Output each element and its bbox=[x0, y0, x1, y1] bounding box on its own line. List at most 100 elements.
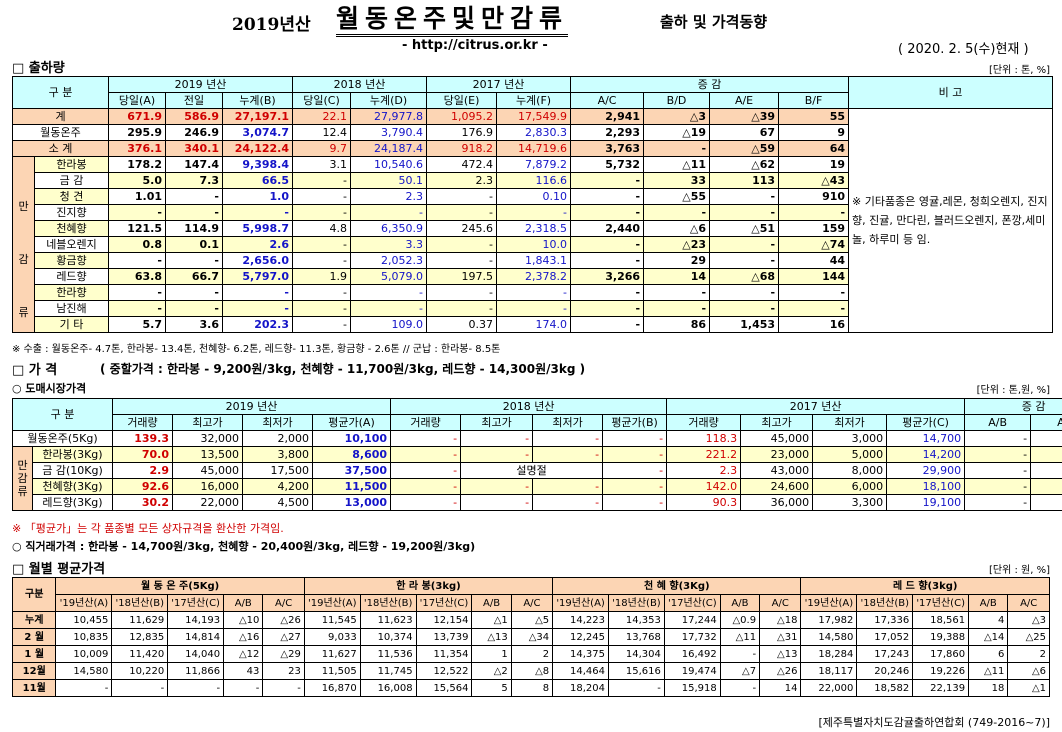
table-row: 황금향 - -2,656.0-2,052.3-1,843.1-29-44 bbox=[13, 252, 1053, 269]
header-cell: 평균가(B) bbox=[602, 414, 668, 431]
row-label: 한라봉 bbox=[34, 156, 109, 173]
value-cell: 15,564 bbox=[415, 679, 473, 697]
value-cell: 10,100 bbox=[311, 430, 392, 447]
value-cell: 16,000 bbox=[172, 478, 243, 495]
value-cell: 18,582 bbox=[856, 679, 914, 697]
value-cell: 2,293 bbox=[570, 124, 645, 141]
value-cell: 23,000 bbox=[740, 446, 814, 463]
row-label: 황금향 bbox=[34, 252, 109, 269]
value-cell: 29 bbox=[643, 252, 711, 269]
value-cell: 2,318.5 bbox=[496, 220, 572, 237]
value-cell: - bbox=[165, 252, 223, 269]
value-cell: 9.7 bbox=[292, 140, 351, 157]
table-row: 소 계 376.1 340.1 24,122.4 9.7 24,187.4 918.2 14,… bbox=[12, 140, 1053, 157]
value-cell: 7.3 bbox=[165, 172, 223, 189]
value-cell: △39 bbox=[1030, 446, 1062, 463]
header-cell: 천 혜 향(3Kg) bbox=[552, 577, 802, 595]
value-cell: 6,000 bbox=[812, 478, 888, 495]
value-cell: - bbox=[165, 284, 223, 301]
header-cell: 구 분 bbox=[12, 398, 113, 431]
header-cell: A/C bbox=[1007, 594, 1050, 612]
table-row: 네블오렌지 0.8 0.1 2.6-3.3-10.0- △23- △74 bbox=[13, 236, 1053, 253]
value-cell: 1.0 bbox=[222, 188, 293, 205]
value-cell: 4,200 bbox=[242, 478, 313, 495]
value-cell: 17,982 bbox=[800, 611, 858, 629]
value-cell: 11,545 bbox=[303, 611, 361, 629]
table-row: 구분 월 동 온 주(5Kg) 한 라 봉(3kg) 천 혜 향(3Kg) 레 드 향(… bbox=[11, 577, 1050, 612]
value-cell: - bbox=[709, 284, 780, 301]
value-cell: 16 bbox=[778, 316, 850, 333]
value-cell: 202.3 bbox=[222, 316, 293, 333]
value-cell: - bbox=[111, 679, 169, 697]
direct-price-note: ○ 직거래가격 : 한라봉 - 14,700원/3kg, 천혜향 - 20,40… bbox=[12, 540, 476, 553]
value-cell: 5,732 bbox=[570, 156, 645, 173]
value-cell: 14,304 bbox=[608, 645, 665, 663]
value-cell: - bbox=[460, 478, 534, 495]
row-label: 누계 bbox=[11, 611, 57, 629]
value-cell: △25 bbox=[1007, 628, 1050, 646]
table-row: 레드향 63.8 66.7 5,797.0 1.9 5,079.0 197.5 2,378.2… bbox=[13, 268, 1053, 285]
value-cell: 17,549.9 bbox=[496, 108, 572, 125]
value-cell: - bbox=[608, 679, 665, 697]
header-cell: 당일(C) bbox=[292, 92, 351, 109]
table-row: 만 감 류 한라봉 178.2 147.4 9,398.4 3.1 10,540.6 472.4 7… bbox=[12, 156, 1053, 333]
value-cell: 118.3 bbox=[666, 430, 742, 447]
value-cell: - bbox=[390, 446, 462, 463]
value-cell: - bbox=[532, 494, 604, 511]
value-cell: △13 bbox=[471, 628, 512, 646]
value-cell: 2 bbox=[1007, 645, 1050, 663]
value-cell: 0.37 bbox=[426, 316, 498, 333]
header-cell: 거래량 bbox=[112, 414, 173, 431]
value-cell: - bbox=[108, 284, 166, 301]
row-label: 한라향 bbox=[34, 284, 109, 301]
value-cell: 139.3 bbox=[112, 430, 173, 447]
value-cell: △16 bbox=[223, 628, 264, 646]
header-cell: '18년산(B) bbox=[608, 594, 665, 612]
value-cell: △10 bbox=[223, 611, 264, 629]
table-row: 한라향 - - - - - - - - - - - bbox=[13, 284, 1053, 301]
header-cell: A/B bbox=[719, 594, 761, 612]
value-cell: - bbox=[496, 300, 572, 317]
value-cell: 22,139 bbox=[912, 679, 970, 697]
header-cell: 2018 년산 bbox=[390, 398, 668, 415]
value-cell: 10,455 bbox=[55, 611, 113, 629]
value-cell: 33 bbox=[643, 172, 711, 189]
table-row: 11월 - - - - -16,870 16,008 15,564 5 8 18,204-15,91… bbox=[11, 679, 1050, 697]
value-cell: - bbox=[349, 284, 428, 301]
header-cell: 최저가 bbox=[812, 414, 888, 431]
value-cell: 147.4 bbox=[165, 156, 223, 173]
value-cell: - bbox=[292, 188, 351, 205]
value-cell: 17,860 bbox=[912, 645, 970, 663]
value-cell: - bbox=[460, 494, 534, 511]
value-cell: △6 bbox=[643, 220, 711, 237]
value-cell: △3 bbox=[1007, 611, 1050, 629]
value-cell: 16,492 bbox=[663, 645, 721, 663]
value-cell: 2,052.3 bbox=[349, 252, 428, 269]
value-cell: 0.1 bbox=[165, 236, 223, 253]
table-row: 천혜향(3Kg) 92.6 16,000 4,200 11,500- - - -142.0 24… bbox=[13, 478, 1062, 495]
value-cell: - bbox=[964, 478, 1032, 495]
value-cell: - bbox=[165, 204, 223, 221]
value-cell: - bbox=[390, 478, 462, 495]
value-cell: △8 bbox=[510, 662, 554, 680]
value-cell: 50.1 bbox=[349, 172, 428, 189]
value-cell: 12,154 bbox=[415, 611, 473, 629]
value-cell: - bbox=[602, 478, 668, 495]
wholesale-subtitle: ○ 도매시장가격 bbox=[12, 382, 87, 395]
value-cell: 472.4 bbox=[426, 156, 498, 173]
value-cell: △19 bbox=[643, 124, 711, 141]
value-cell: △6 bbox=[1007, 662, 1050, 680]
current-date: ( 2020. 2. 5(수)현재 ) bbox=[898, 42, 1029, 57]
value-cell: - bbox=[426, 284, 498, 301]
header-cell: 누계(D) bbox=[349, 92, 428, 109]
table-row: 당일(A) 전일 누계(B) 당일(C) 누계(D) 당일(E) 누계(F) A/C B/D A/… bbox=[13, 92, 1053, 109]
value-cell: △36 bbox=[1030, 478, 1062, 495]
value-cell: 24,122.4 bbox=[222, 140, 293, 157]
header-cell: 평균가(C) bbox=[886, 414, 966, 431]
value-cell: 7,879.2 bbox=[496, 156, 572, 173]
header-cell: A/C bbox=[510, 594, 554, 612]
value-cell: 3.1 bbox=[292, 156, 351, 173]
value-cell: 11,866 bbox=[167, 662, 225, 680]
